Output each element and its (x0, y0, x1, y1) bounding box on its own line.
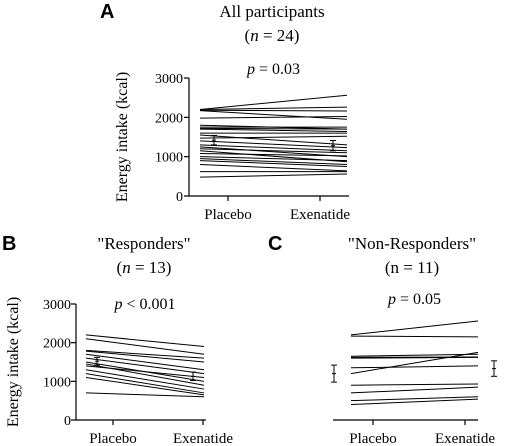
participant-line (199, 134, 348, 146)
y-tick-label: 2000 (43, 337, 71, 352)
participant-line (199, 148, 348, 154)
participant-line (199, 110, 348, 120)
y-tick-label: 1000 (43, 375, 71, 390)
participant-line (199, 158, 348, 166)
x-tick-label: Exenatide (290, 207, 350, 223)
panel-letter: A (100, 1, 114, 23)
participant-line (85, 349, 205, 359)
participant-line (350, 386, 479, 394)
participant-line (85, 369, 205, 390)
participant-line (199, 160, 348, 167)
panel-letter: C (268, 233, 282, 255)
participant-line (85, 353, 205, 371)
y-tick-label: 1000 (155, 151, 183, 166)
participant-line (85, 376, 205, 396)
participant-line (85, 373, 205, 394)
participant-line (199, 94, 348, 110)
participant-line (199, 173, 348, 178)
x-tick-label: Exenatide (435, 431, 495, 446)
participant-line (199, 106, 348, 110)
chart-title: "Responders" (97, 234, 190, 253)
participant-line (85, 338, 205, 355)
chart-subtitle: (n = 13) (117, 258, 172, 277)
participant-line (85, 392, 205, 398)
x-tick-label: Placebo (204, 207, 251, 223)
participant-line (350, 356, 479, 359)
participant-line (199, 156, 348, 162)
participant-line (199, 135, 348, 139)
y-axis-label: Energy intake (kcal) (114, 72, 131, 202)
participant-line (199, 128, 348, 132)
participant-line (350, 398, 479, 406)
participant-line (199, 144, 348, 152)
participant-line (85, 350, 205, 363)
participant-line (199, 127, 348, 130)
participant-line (199, 109, 348, 112)
y-axis-label: Energy intake (kcal) (5, 297, 22, 427)
participant-line (85, 365, 205, 378)
x-tick-label: Exenatide (173, 431, 233, 446)
x-tick-label: Placebo (349, 431, 396, 446)
participant-line (199, 140, 348, 149)
participant-line (350, 351, 479, 375)
y-tick-label: 3000 (43, 298, 71, 313)
y-tick-label: 2000 (155, 111, 183, 126)
participant-line (199, 153, 348, 157)
panel-c: C "Non-Responders" (n = 11) p = 0.05 Placebo… (268, 233, 497, 446)
x-tick-label: Placebo (89, 431, 136, 446)
participant-line (350, 365, 479, 369)
p-value-annotation: p = 0.05 (387, 291, 441, 308)
y-tick-label: 3000 (155, 72, 183, 87)
chart-title: All participants (219, 2, 324, 21)
y-tick-label: 0 (64, 414, 71, 429)
participant-line (85, 357, 205, 375)
participant-line (350, 320, 479, 336)
participant-line (350, 353, 479, 357)
participant-line (350, 396, 479, 402)
participant-line (350, 335, 479, 338)
chart-title: "Non-Responders" (348, 234, 476, 253)
p-value-annotation: p < 0.001 (113, 296, 175, 313)
participant-line (199, 164, 348, 172)
panel-b: B "Responders" (n = 13) p < 0.001 0 1000 2000 3… (2, 233, 233, 446)
p-value-annotation: p = 0.03 (246, 61, 300, 78)
participant-line (350, 383, 479, 386)
participant-line (85, 334, 205, 348)
panel-letter: B (2, 233, 16, 255)
panel-a: A All participants (n = 24) p = 0.03 0 1000 20… (100, 1, 350, 223)
y-tick-label: 0 (176, 190, 183, 205)
chart-subtitle: (n = 11) (385, 258, 439, 277)
participant-line (199, 116, 348, 119)
chart-subtitle: (n = 24) (245, 26, 300, 45)
